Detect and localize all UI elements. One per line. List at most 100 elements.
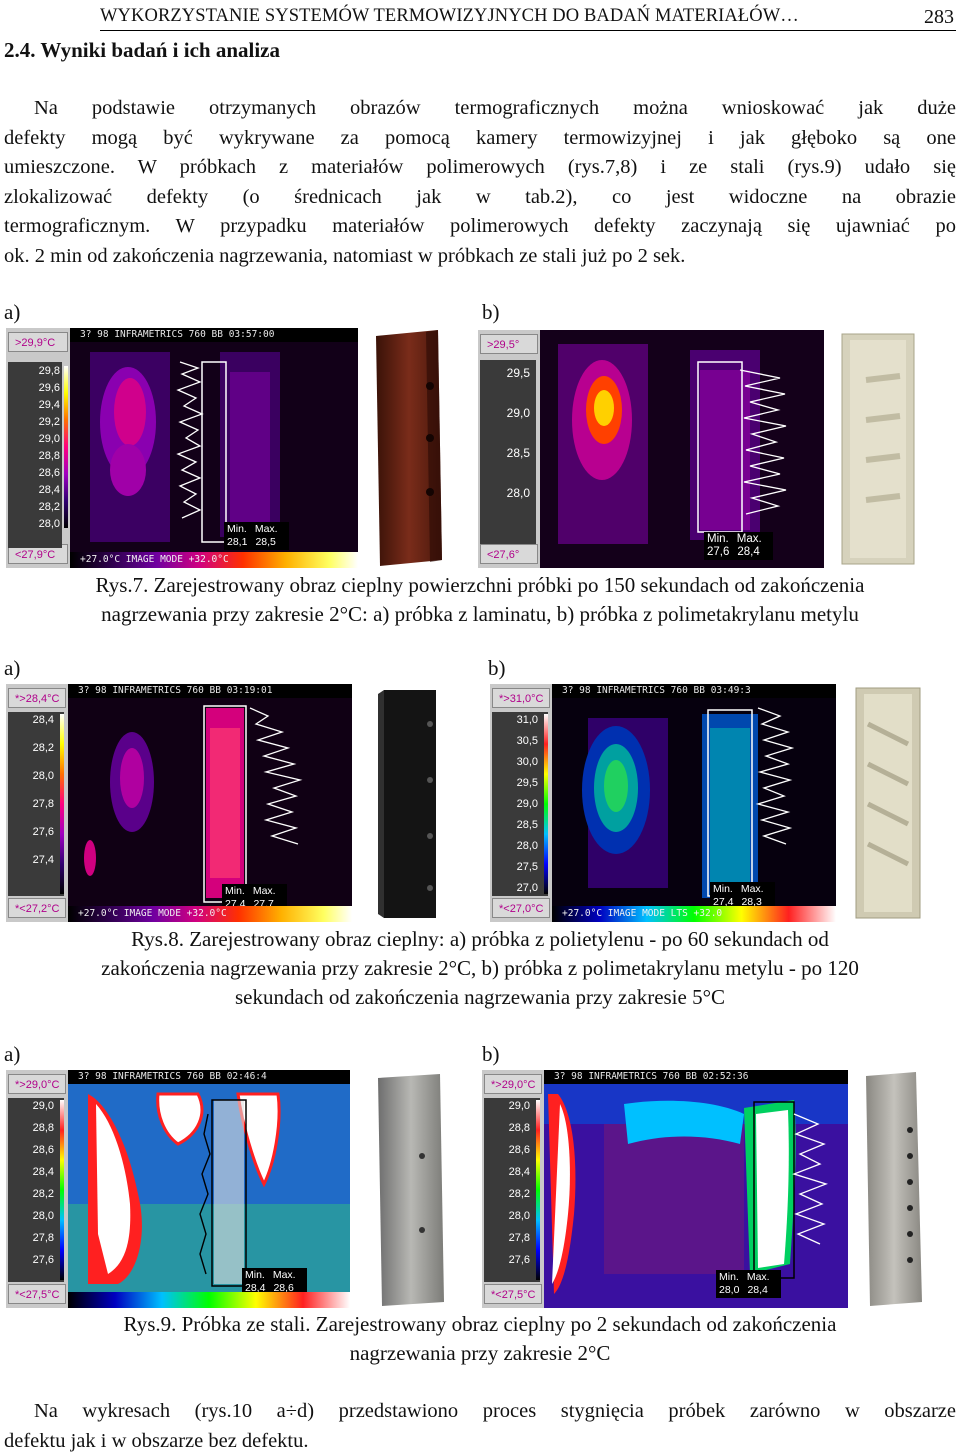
camera-status-bar: 3? 98 INFRAMETRICS 760 BB 02:46:4 xyxy=(68,1070,350,1084)
scale-tick: 31,0 xyxy=(516,714,538,726)
scale-tick: 28,2 xyxy=(32,1188,54,1200)
scale-tick: 28,4 xyxy=(508,1166,530,1178)
running-header-title: WYKORZYSTANIE SYSTEMÓW TERMOWIZYJNYCH DO… xyxy=(100,6,799,26)
thermogram-7a: >29,9°C <27,9°C 29,8 29,6 29,4 29,2 29,0… xyxy=(6,328,358,568)
min-max-readout: Min. Max. 27,6 28,4 xyxy=(704,532,773,560)
scale-tick: 29,0 xyxy=(506,406,530,420)
camera-mode-bar xyxy=(68,1292,350,1308)
scale-tick: 28,2 xyxy=(38,501,60,513)
figure-caption-7: Rys.7. Zarejestrowany obraz cieplny powi… xyxy=(95,573,865,626)
scale-max: *>29,0°C xyxy=(484,1074,542,1094)
camera-mode-bar: +27.0°C IMAGE MODE +32.0°C xyxy=(68,906,352,922)
scale-tick: 27,6 xyxy=(32,1254,54,1266)
thermal-image xyxy=(544,1084,848,1308)
scale-min: *<27,5°C xyxy=(484,1284,542,1304)
camera-status-bar: 3? 98 INFRAMETRICS 760 BB 03:49:3 xyxy=(552,684,836,698)
scale-tick: 27,6 xyxy=(508,1254,530,1266)
thermogram-7b: >29,5° <27,6° 29,5 29,0 28,5 28,0 Min. Ma… xyxy=(478,330,824,568)
specimen-photo-steel xyxy=(866,1072,922,1306)
thermogram-9b: *>29,0°C *<27,5°C 29,0 28,8 28,6 28,4 28… xyxy=(482,1070,848,1308)
camera-mode-bar: +27.0°C IMAGE MODE LTS +32.0 xyxy=(552,906,836,922)
scale-max: >29,9°C xyxy=(8,332,68,352)
temperature-scale: *>29,0°C *<27,5°C 29,0 28,8 28,6 28,4 28… xyxy=(6,1070,69,1308)
scale-tick: 28,2 xyxy=(32,742,54,754)
scale-tick: 29,5 xyxy=(506,366,530,380)
specimen-photo-steel xyxy=(378,1074,444,1306)
scale-tick: 28,4 xyxy=(38,484,60,496)
temperature-scale: >29,9°C <27,9°C 29,8 29,6 29,4 29,2 29,0… xyxy=(6,328,71,568)
intro-line: umieszczone. W próbkach z materiałów pol… xyxy=(4,156,956,178)
temperature-scale: *>29,0°C *<27,5°C 29,0 28,8 28,6 28,4 28… xyxy=(482,1070,545,1308)
scale-max: *>31,0°C xyxy=(492,688,550,708)
scale-tick: 28,0 xyxy=(32,770,54,782)
camera-status-bar: 3? 98 INFRAMETRICS 760 BB 02:52:36 xyxy=(544,1070,848,1084)
intro-line: defekty mogą być wykrywane za pomocą kam… xyxy=(4,126,956,149)
scale-tick: 28,0 xyxy=(506,486,530,500)
thermogram-9a: *>29,0°C *<27,5°C 29,0 28,8 28,6 28,4 28… xyxy=(6,1070,350,1308)
scale-max: >29,5° xyxy=(480,334,538,354)
scale-tick: 28,8 xyxy=(508,1122,530,1134)
closing-paragraph: Na wykresach (rys.10 a÷d) przedstawiono … xyxy=(4,1397,956,1456)
scale-tick: 29,2 xyxy=(38,416,60,428)
scale-tick: 27,8 xyxy=(32,798,54,810)
scale-min: <27,6° xyxy=(480,544,538,564)
min-max-readout: Min. Max. 28,4 28,6 xyxy=(242,1268,307,1296)
label-b: b) xyxy=(482,1042,500,1066)
temperature-scale: *>31,0°C *<27,0°C 31,0 30,5 30,0 29,5 29… xyxy=(490,684,553,922)
scale-tick: 27,8 xyxy=(508,1232,530,1244)
page-number: 283 xyxy=(924,6,954,28)
thermogram-8a: *>28,4°C *<27,2°C 28,4 28,2 28,0 27,8 27… xyxy=(6,684,352,922)
scale-tick: 28,6 xyxy=(32,1144,54,1156)
label-b: b) xyxy=(482,300,500,324)
scale-tick: 30,0 xyxy=(516,756,538,768)
intro-line: termograficznym. W przypadku materiałów … xyxy=(4,215,956,237)
figure-caption-9: Rys.9. Próbka ze stali. Zarejestrowany o… xyxy=(123,1312,837,1365)
label-a: a) xyxy=(4,300,21,324)
min-max-readout: Min. Max. 28,1 28,5 xyxy=(224,522,289,550)
thermal-image xyxy=(540,330,824,568)
camera-status-bar: 3? 98 INFRAMETRICS 760 BB 03:19:01 xyxy=(68,684,352,698)
scale-min: <27,9°C xyxy=(8,544,68,564)
specimen-photo-laminate xyxy=(376,330,442,566)
scale-tick: 28,4 xyxy=(32,1166,54,1178)
intro-line: Na podstawie otrzymanych obrazów termogr… xyxy=(34,97,956,119)
intro-line: zlokalizować defekty (o średnicach jak w… xyxy=(4,185,956,208)
specimen-photo-polyethylene xyxy=(378,690,436,918)
camera-status-bar: 3? 98 INFRAMETRICS 760 BB 03:57:00 xyxy=(70,328,358,342)
section-title: 2.4. Wyniki badań i ich analiza xyxy=(4,38,280,62)
closing-line: Na wykresach (rys.10 a÷d) przedstawiono … xyxy=(34,1400,956,1422)
scale-tick: 28,8 xyxy=(32,1122,54,1134)
scale-tick: 28,6 xyxy=(508,1144,530,1156)
scale-tick: 29,0 xyxy=(516,798,538,810)
specimen-photo-pmma xyxy=(841,333,915,565)
specimen-photo-pmma xyxy=(855,687,921,919)
scale-tick: 30,5 xyxy=(516,735,538,747)
scale-tick: 29,0 xyxy=(32,1100,54,1112)
scale-min: *<27,2°C xyxy=(8,898,66,918)
scale-tick: 28,5 xyxy=(506,446,530,460)
scale-min: *<27,5°C xyxy=(8,1284,66,1304)
scale-tick: 28,0 xyxy=(516,840,538,852)
label-a: a) xyxy=(4,656,21,680)
thermal-image xyxy=(68,698,352,906)
scale-tick: 29,0 xyxy=(508,1100,530,1112)
thermal-image xyxy=(70,342,358,552)
figure-caption-8: Rys.8. Zarejestrowany obraz cieplny: a) … xyxy=(101,927,859,1009)
scale-tick: 29,4 xyxy=(38,399,60,411)
temperature-scale: >29,5° <27,6° 29,5 29,0 28,5 28,0 xyxy=(478,330,541,568)
scale-max: *>29,0°C xyxy=(8,1074,66,1094)
scale-tick: 28,5 xyxy=(516,819,538,831)
scale-max: *>28,4°C xyxy=(8,688,66,708)
scale-tick: 29,0 xyxy=(38,433,60,445)
scale-min: *<27,0°C xyxy=(492,898,550,918)
thermogram-8b: *>31,0°C *<27,0°C 31,0 30,5 30,0 29,5 29… xyxy=(490,684,836,922)
min-max-readout: Min. Max. 28,0 28,4 xyxy=(716,1270,781,1298)
scale-tick: 29,8 xyxy=(38,365,60,377)
scale-tick: 28,0 xyxy=(508,1210,530,1222)
scale-tick: 29,6 xyxy=(38,382,60,394)
camera-mode-bar: +27.0°C IMAGE MODE +32.0°C xyxy=(70,552,358,568)
intro-paragraph: Na podstawie otrzymanych obrazów termogr… xyxy=(4,94,956,271)
scale-tick: 28,6 xyxy=(38,467,60,479)
scale-tick: 27,8 xyxy=(32,1232,54,1244)
thermal-image xyxy=(68,1084,350,1292)
